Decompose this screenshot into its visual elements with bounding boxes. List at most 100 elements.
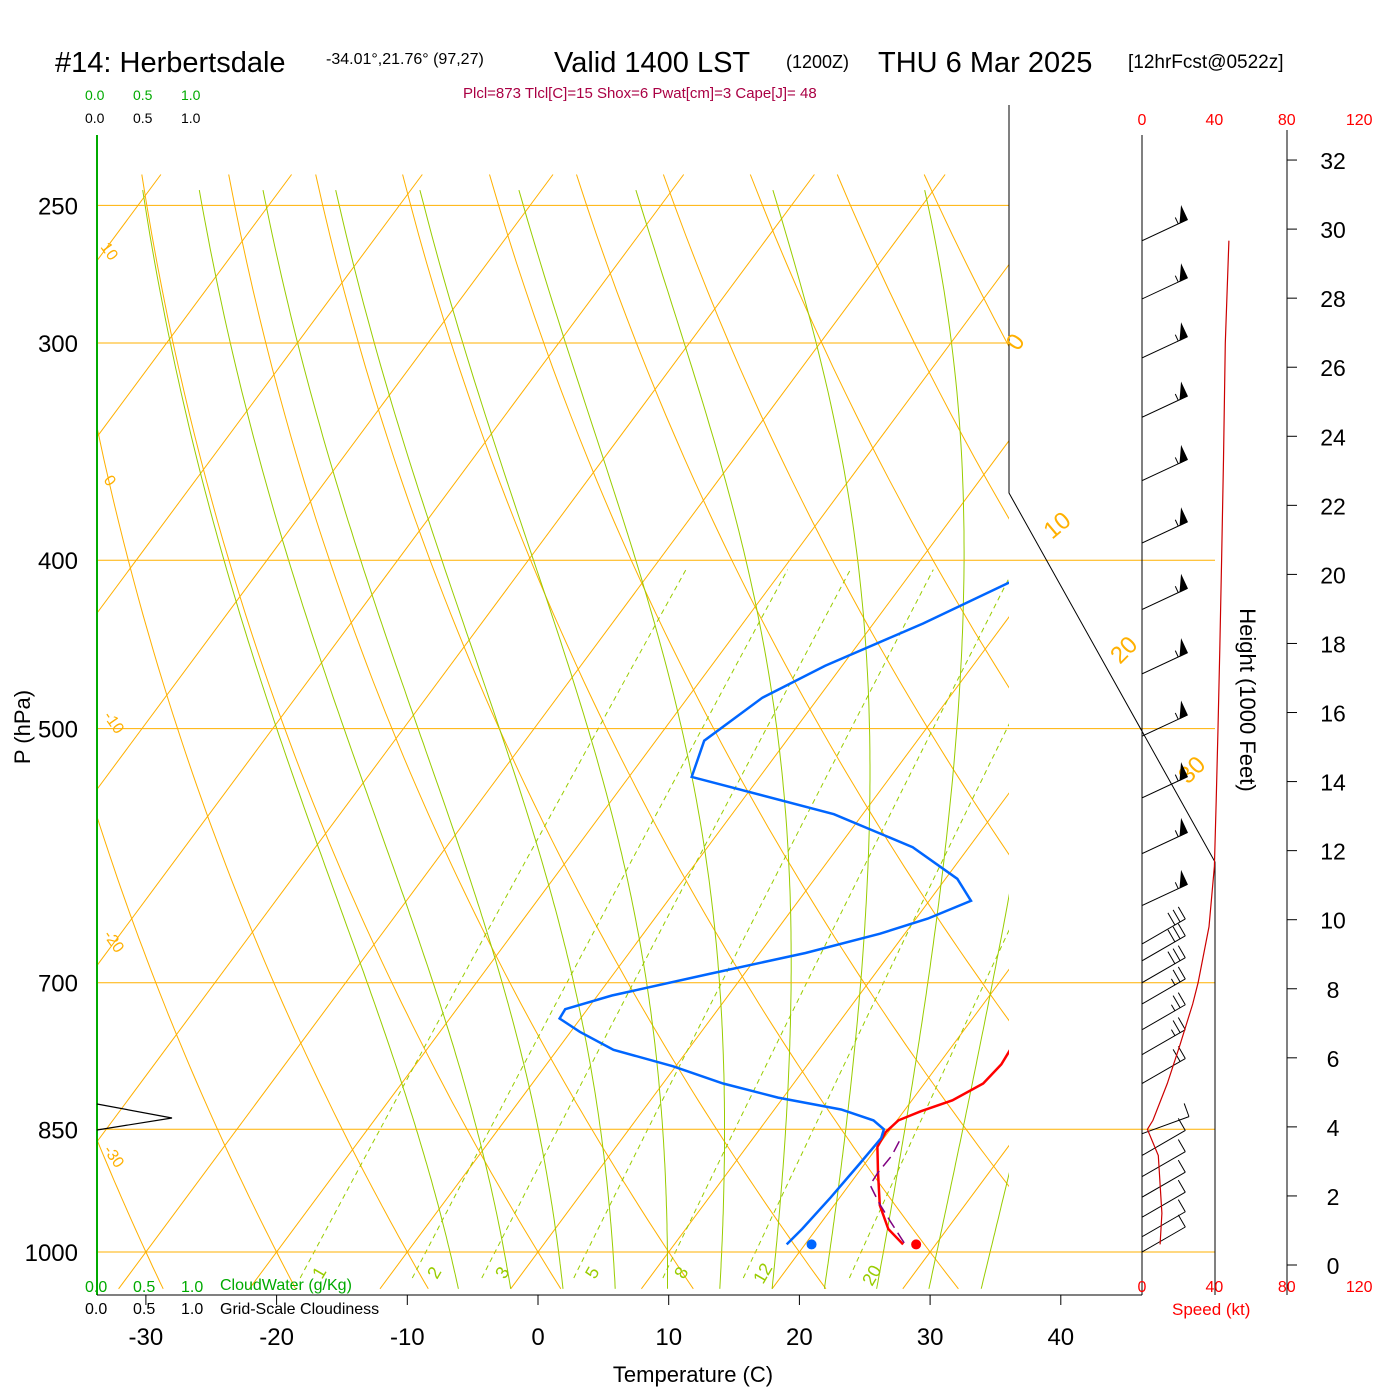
wind-barb: [1141, 263, 1188, 300]
dry-adiabat-line: [576, 174, 1009, 1022]
isotherm-line: [97, 174, 293, 438]
dry-adiabat-line: [228, 174, 694, 1290]
dry-adiabat-label: 20: [1105, 631, 1143, 669]
wind-barb: [1141, 1046, 1186, 1084]
cloudiness-tick: 1.0: [181, 1301, 203, 1318]
mixing-ratio-line: [848, 929, 1009, 1279]
dry-adiabat-label: 30: [1173, 751, 1211, 789]
temperature-tick-label: 30: [917, 1324, 944, 1351]
forecast-info: [12hrFcst@0522z]: [1128, 52, 1284, 73]
isotherm-line: [1295, 175, 1400, 1289]
wind-barb: [1141, 1159, 1186, 1198]
wind-barb-staff: [1141, 978, 1186, 1005]
wind-barb: [1141, 1017, 1186, 1056]
mixing-ratio-line: [481, 569, 851, 1279]
wind-barb-half-feather: [1174, 457, 1179, 464]
speed-tick-label-bottom: 40: [1206, 1279, 1224, 1296]
mixing-ratio-line: [662, 577, 1009, 1279]
wind-barb-feather: [1177, 1017, 1186, 1030]
mixing-ratio-label: 3: [491, 1263, 513, 1282]
cloudiness-tick: 1.0: [181, 110, 201, 126]
cloudiness-tick: 0.0: [85, 1301, 107, 1318]
wind-barb-half-feather: [1174, 217, 1179, 225]
wind-barb-feather: [1167, 912, 1176, 926]
isotherm-label: 10: [97, 240, 121, 264]
y-axis-title: P (hPa): [10, 690, 35, 764]
dewpoint-surface-dot: [806, 1239, 817, 1250]
sounding-series: [557, 581, 1009, 1250]
height-axis-title: Height (1000 Feet): [1235, 608, 1260, 791]
wind-barb-staff: [1141, 1058, 1186, 1084]
height-tick-label: 6: [1327, 1046, 1340, 1072]
wind-barb: [1141, 923, 1186, 962]
height-tick-label: 30: [1320, 217, 1346, 243]
wind-barb: [1141, 573, 1188, 610]
height-tick-label: 24: [1320, 424, 1346, 450]
wind-barb: [1141, 700, 1188, 737]
mixing-ratio-line: [573, 569, 934, 1279]
wind-barb-staff: [1141, 918, 1186, 945]
wind-barb-half-feather: [1174, 712, 1179, 720]
height-tick-label: 12: [1320, 839, 1346, 865]
x-axis-title: Temperature (C): [613, 1362, 773, 1387]
wind-barb-pennant: [1179, 869, 1188, 889]
wind-barb: [1141, 1199, 1186, 1238]
cloudwater-scale-top: 0.0 0.5 1.0 0.0 0.5 1.0: [85, 87, 201, 126]
moist-adiabat-line: [335, 189, 616, 1289]
isotherm-label: -30: [100, 1143, 127, 1172]
plot-frame: [96, 105, 1288, 1296]
wind-barb-feather: [1172, 926, 1181, 940]
cloudwater-tick: 0.0: [85, 87, 105, 103]
wind-barb-feather: [1172, 909, 1181, 923]
mixing-ratio-label: 8: [670, 1263, 692, 1282]
wind-barb-staff: [1141, 1151, 1186, 1178]
wind-barb-staff: [1141, 1130, 1186, 1156]
wind-barb: [1141, 992, 1186, 1031]
speed-profile-line: [1146, 240, 1230, 1245]
speed-tick-label-bottom: 0: [1138, 1279, 1147, 1296]
wind-barb-feather: [1183, 1103, 1190, 1117]
wind-barb: [1141, 638, 1188, 675]
dewpoint-line: [557, 581, 1009, 1246]
wind-barb-staff: [1141, 1191, 1186, 1218]
wind-barb-feather: [1177, 992, 1186, 1005]
wind-barb-pennant: [1179, 700, 1188, 720]
isotherm-line: [1164, 175, 1400, 1289]
pressure-tick-label: 500: [38, 717, 78, 744]
wind-barb-staff: [1141, 957, 1186, 984]
utc-time: (1200Z): [786, 52, 849, 72]
wind-barb-half-feather: [1174, 334, 1179, 342]
pressure-tick-label: 300: [38, 331, 78, 358]
isotherm-line: [640, 792, 1009, 1290]
cloud-water-marker: [96, 1103, 173, 1131]
height-tick-label: 26: [1320, 355, 1346, 381]
wind-barb: [1141, 817, 1188, 855]
wind-barb-feather: [1177, 1199, 1186, 1212]
isotherm-line: [118, 174, 946, 1290]
height-tick-label: 0: [1327, 1253, 1340, 1279]
mixing-ratio-line: [411, 569, 789, 1279]
wind-barb-half-feather: [1174, 275, 1179, 283]
valid-time: Valid 1400 LST: [554, 47, 750, 79]
wind-barb-feather: [1177, 1179, 1186, 1193]
isotherm-line: [379, 439, 1009, 1290]
height-tick-label: 8: [1327, 977, 1340, 1003]
wind-barb: [1141, 966, 1186, 1005]
pressure-tick-label: 700: [38, 971, 78, 998]
temperature-tick-label: -30: [129, 1324, 164, 1351]
wind-barb-feather: [1177, 923, 1186, 937]
dry-adiabat-line: [97, 1138, 164, 1290]
wind-barb-pennant: [1179, 638, 1188, 657]
moist-adiabat-line: [1034, 190, 1316, 1289]
temperature-surface-dot: [911, 1239, 922, 1250]
wind-barbs: [1141, 205, 1190, 1253]
cloudwater-tick: 0.5: [133, 1279, 155, 1296]
height-tick-label: 28: [1320, 286, 1346, 312]
mixing-ratio-label: 2: [423, 1263, 445, 1282]
pressure-tick-label: 250: [38, 193, 78, 220]
isotherm-line: [510, 616, 1009, 1290]
moist-adiabat-line: [928, 893, 1009, 1289]
station-coords: -34.01°,21.76° (97,27): [326, 51, 484, 68]
temperature-tick-label: -20: [259, 1324, 294, 1351]
